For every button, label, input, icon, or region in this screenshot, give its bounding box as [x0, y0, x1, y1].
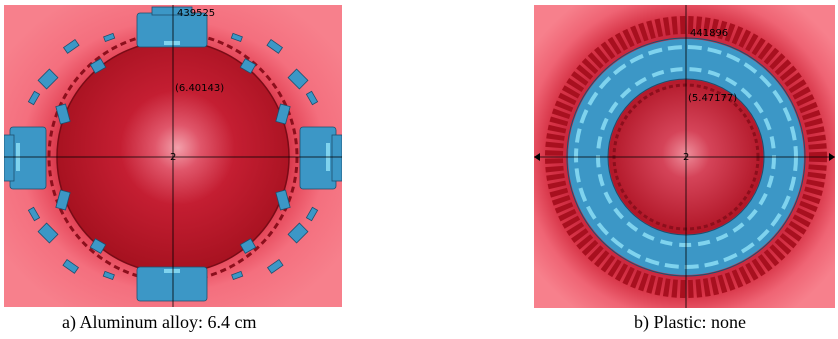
simulation-panel-plastic: 441896 (5.47177) 2	[534, 5, 835, 308]
caption-aluminum: a) Aluminum alloy: 6.4 cm	[62, 312, 257, 332]
value-label: (5.47177)	[688, 93, 737, 104]
node-id-label: 439525	[177, 8, 215, 19]
plastic-contour-plot: 441896 (5.47177) 2	[534, 5, 835, 308]
simulation-panel-aluminum: 439525 (6.40143) 2	[4, 5, 342, 307]
center-label: 2	[170, 152, 176, 163]
axis-arrow-right	[829, 153, 835, 161]
axis-arrow-left	[534, 153, 540, 161]
caption-plastic: b) Plastic: none	[634, 312, 746, 332]
blue-contour-fragments	[4, 6, 342, 302]
value-label: (6.40143)	[175, 83, 224, 94]
node-id-label: 441896	[690, 28, 728, 39]
center-label: 2	[683, 152, 689, 163]
aluminum-contour-plot: 439525 (6.40143) 2	[4, 5, 342, 307]
